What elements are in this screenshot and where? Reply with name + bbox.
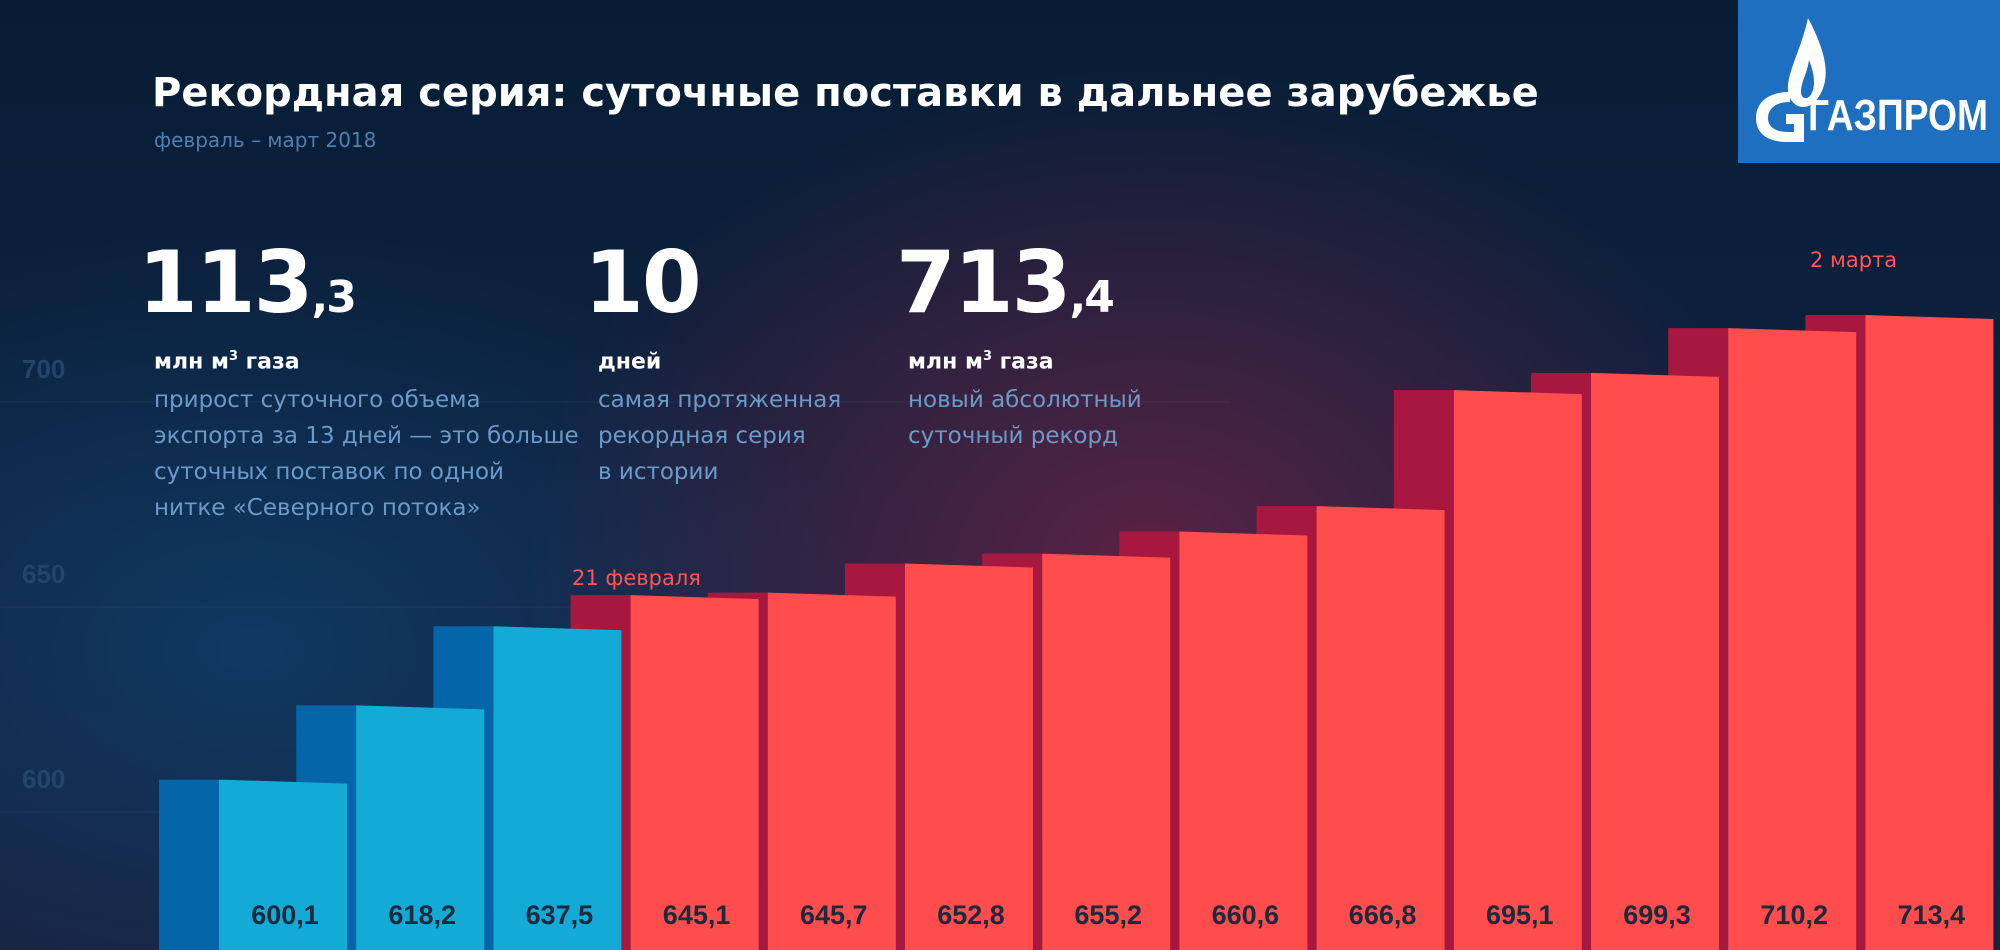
page-subtitle: февраль – март 2018 — [154, 128, 377, 152]
stat-growth-unit-tail: газа — [237, 349, 300, 375]
bar-value-label: 600,1 — [251, 900, 319, 930]
stat-growth-unit: млн м — [154, 349, 229, 375]
bar-front — [1042, 553, 1171, 950]
bar-value-label: 695,1 — [1486, 900, 1554, 930]
bar-front — [1179, 531, 1308, 950]
annotation-end-date: 2 марта — [1810, 248, 1898, 272]
bar-value-label: 713,4 — [1898, 900, 1966, 930]
stat-record: 713,4 млн м3 газа новый абсолютный суточн… — [896, 240, 1142, 454]
stat-growth-description: прирост суточного объема экспорта за 13 д… — [154, 387, 579, 522]
y-tick-label: 650 — [22, 559, 65, 589]
page-title: Рекордная серия: суточные поставки в дал… — [152, 70, 1539, 116]
stat-growth-unit-sup: 3 — [228, 349, 238, 364]
bar-front — [1865, 315, 1994, 950]
bar-front — [356, 705, 485, 950]
logo-text: ГАЗПРОМ — [1808, 91, 1988, 140]
stat-record-description: новый абсолютный суточный рекорд — [908, 387, 1142, 450]
annotation-start-date: 21 февраля — [572, 566, 701, 590]
stat-record-decimal: ,4 — [1069, 272, 1115, 323]
bar-front — [630, 595, 759, 950]
bar-value-label: 645,1 — [663, 900, 731, 930]
y-tick-label: 600 — [22, 764, 65, 794]
bar-value-label: 660,6 — [1212, 900, 1280, 930]
gazprom-logo: ГАЗПРОМ — [1738, 0, 2000, 163]
bar-value-label: 666,8 — [1349, 900, 1417, 930]
bar — [159, 779, 347, 950]
bar-front — [1453, 390, 1582, 950]
bar-value-label: 637,5 — [526, 900, 594, 930]
stat-record-value: 713 — [896, 233, 1072, 333]
stat-record-unit: млн м — [908, 349, 983, 375]
stat-record-unit-sup: 3 — [982, 349, 992, 364]
stat-growth-decimal: ,3 — [311, 272, 357, 323]
bar-front — [493, 626, 622, 950]
g-letter-icon — [1756, 92, 1804, 142]
flame-icon — [1787, 18, 1826, 107]
bar-value-label: 710,2 — [1760, 900, 1828, 930]
stat-days: 10 дней самая протяженная рекордная серия… — [584, 240, 841, 490]
bar-side — [159, 779, 219, 950]
bar-front — [1728, 328, 1857, 950]
stat-growth-value: 113 — [138, 233, 314, 333]
stat-days-value: 10 — [584, 233, 702, 333]
stat-days-description: самая протяженная рекордная серия в истори… — [598, 387, 842, 486]
bar-value-label: 645,7 — [800, 900, 868, 930]
stat-days-unit: дней — [598, 349, 662, 375]
y-tick-label: 700 — [22, 354, 65, 384]
bar-front — [1316, 506, 1445, 950]
stat-record-unit-tail: газа — [991, 349, 1054, 375]
bar-value-label: 618,2 — [388, 900, 456, 930]
stat-growth: 113,3 млн м3 газа прирост суточного объе… — [138, 240, 579, 526]
bar-front — [767, 592, 896, 950]
bar-front — [905, 563, 1033, 950]
bar-value-label: 655,2 — [1074, 900, 1142, 930]
bar-value-label: 652,8 — [937, 900, 1005, 930]
bar-value-label: 699,3 — [1623, 900, 1691, 930]
bar-front — [1591, 372, 1719, 950]
bar-front — [219, 779, 347, 950]
